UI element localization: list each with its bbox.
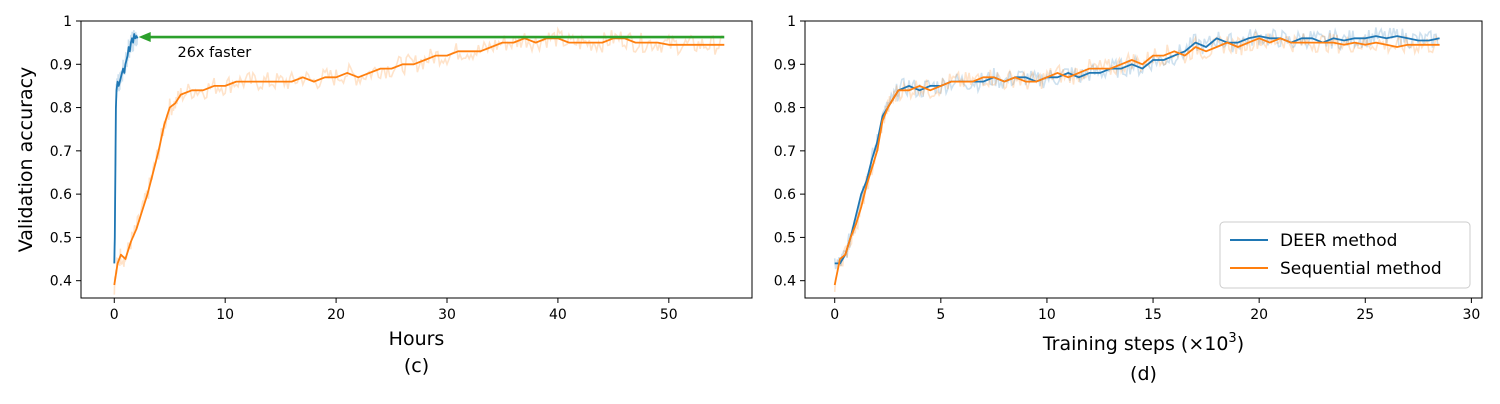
x-tick-label: 30	[1462, 307, 1480, 323]
y-tick-label: 0.4	[774, 274, 796, 290]
y-tick-label: 0.6	[50, 187, 72, 203]
y-tick-label: 0.7	[774, 144, 796, 160]
y-tick-label: 0.5	[50, 230, 72, 246]
chart-c-annotation: 26x faster	[138, 32, 725, 61]
chart-c-y-axis-title: Validation accuracy	[15, 67, 37, 253]
x-tick-label: 30	[438, 307, 456, 323]
y-tick-label: 0.8	[50, 101, 72, 117]
series-noise-1	[833, 31, 1439, 292]
y-tick-label: 1	[63, 14, 72, 30]
x-tick-label: 40	[549, 307, 567, 323]
y-tick-label: 0.9	[774, 57, 796, 73]
chart-c-y-ticks: 0.4 0.5 0.6 0.7 0.8 0.9 1	[50, 14, 81, 290]
series-noise-1	[113, 26, 724, 295]
y-tick-label: 0.8	[774, 101, 796, 117]
chart-d-x-ticks: 0 5 10 15 20 25 30	[830, 298, 1480, 323]
y-tick-label: 1	[787, 14, 796, 30]
x-tick-label: 0	[110, 307, 119, 323]
series-line-sequential	[833, 37, 1440, 286]
x-tick-label: 5	[936, 307, 945, 323]
speedup-arrow-head	[138, 32, 151, 43]
x-tick-label: 20	[327, 307, 345, 323]
chart-d-x-axis-title: Training steps (×103)	[1042, 331, 1244, 355]
chart-d-frame	[804, 20, 1483, 299]
x-tick-label: 20	[1250, 307, 1268, 323]
y-tick-label: 0.5	[774, 230, 796, 246]
x-tick-label: 10	[216, 307, 234, 323]
speedup-annotation: 26x faster	[177, 45, 251, 61]
x-tick-label: 15	[1144, 307, 1162, 323]
series-line-sequential	[113, 37, 725, 286]
chart-c-x-axis-title: Hours	[389, 328, 445, 350]
legend-box	[1219, 221, 1471, 289]
series-line-deer	[113, 33, 139, 264]
legend-label-sequential: Sequential method	[1280, 259, 1442, 279]
chart-d-panel-label: (d)	[1130, 363, 1157, 385]
legend-label-deer: DEER method	[1280, 231, 1397, 251]
chart-c-frame	[80, 20, 753, 299]
chart-d-series	[833, 35, 1440, 286]
y-tick-label: 0.7	[50, 144, 72, 160]
y-tick-label: 0.4	[50, 274, 72, 290]
x-tick-label: 10	[1038, 307, 1056, 323]
y-tick-label: 0.6	[774, 187, 796, 203]
series-noise-0	[833, 27, 1439, 270]
x-tick-label: 50	[660, 307, 678, 323]
chart-c-panel-label: (c)	[404, 355, 429, 377]
chart-d-noise-bands	[833, 27, 1439, 292]
chart-panel-d: 0 5 10 15 20 25 30 0.4 0.5 0.6 0.7 0.8 0.9 1 Trainin…	[774, 14, 1483, 385]
x-tick-label: 25	[1356, 307, 1374, 323]
chart-c-noise-bands	[113, 26, 724, 295]
chart-c-x-ticks: 0 10 20 30 40 50	[110, 298, 678, 323]
y-tick-label: 0.9	[50, 57, 72, 73]
chart-d-y-ticks: 0.4 0.5 0.6 0.7 0.8 0.9 1	[774, 14, 805, 290]
chart-c-series	[113, 33, 725, 286]
legend: DEER method Sequential method	[1219, 221, 1471, 289]
chart-panel-c: 26x faster 0 10 20 30 40 50 0.40.50.60.70.80.…	[15, 14, 753, 377]
x-tick-label: 0	[830, 307, 839, 323]
